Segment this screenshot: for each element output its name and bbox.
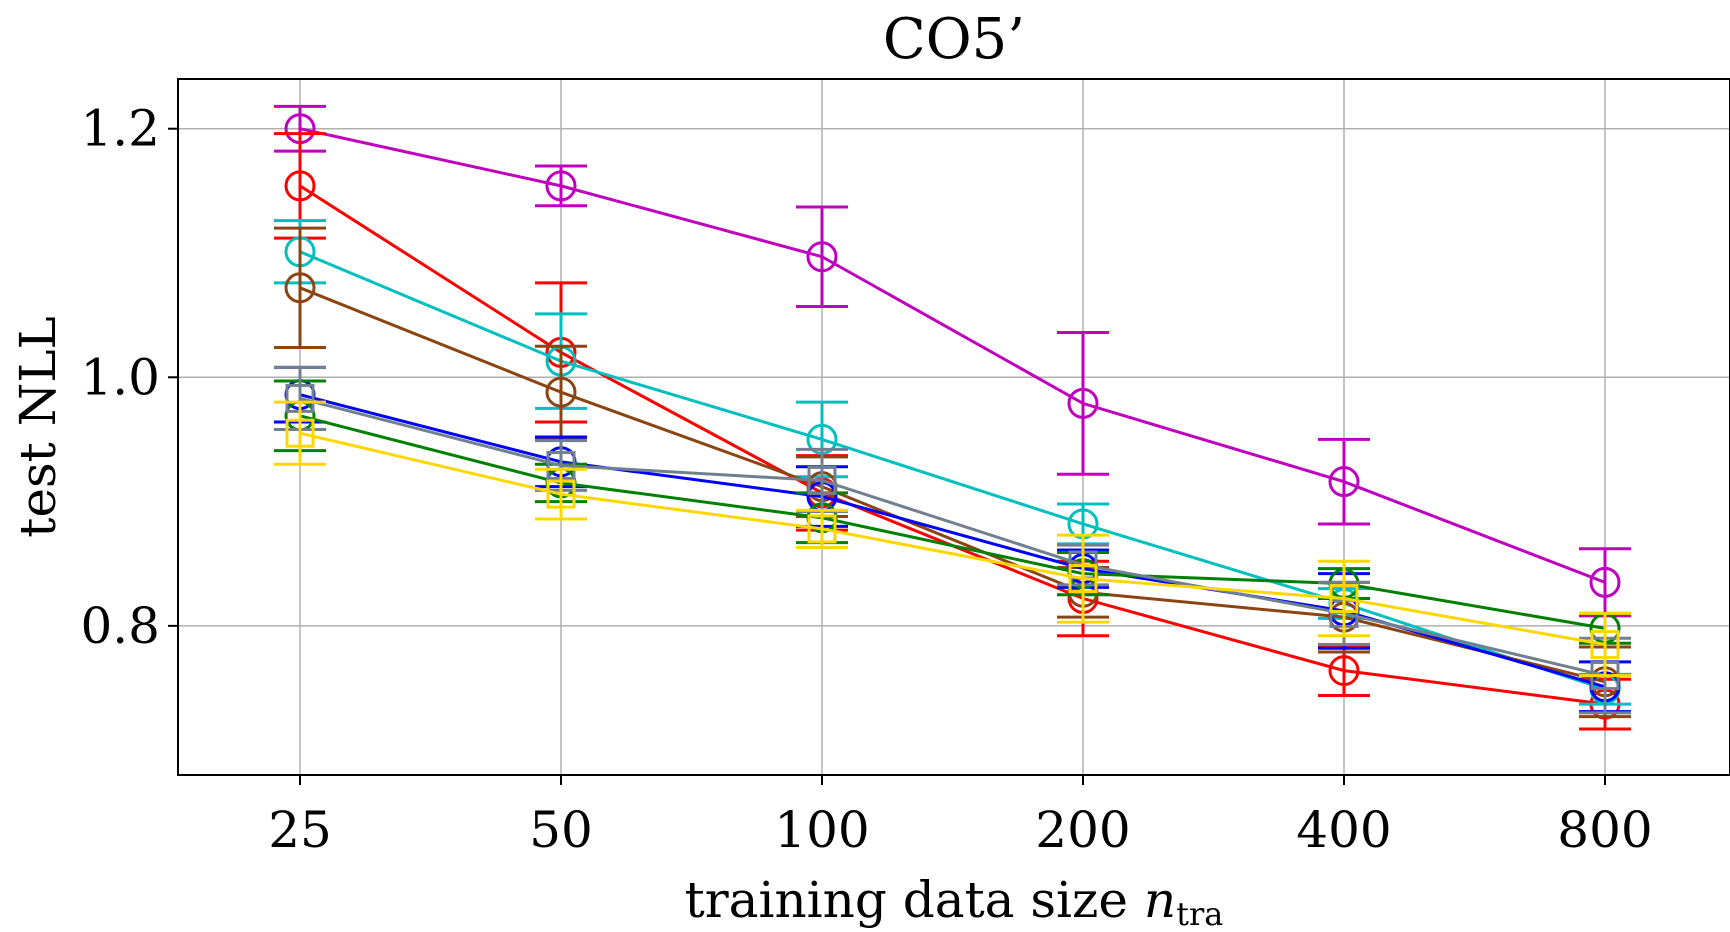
x-tick-label: 50 <box>529 801 593 859</box>
y-tick-label: 1.0 <box>80 348 160 406</box>
x-tick-label: 100 <box>774 801 869 859</box>
series-line <box>299 431 1606 646</box>
series-line <box>299 250 1606 691</box>
x-tick-label: 400 <box>1296 801 1391 859</box>
data-point-circle <box>284 272 316 304</box>
y-tick-label: 1.2 <box>80 100 160 158</box>
x-tick-label: 800 <box>1557 801 1652 859</box>
data-point-circle <box>545 376 577 408</box>
data-point-circle <box>545 170 577 202</box>
series-brown-circle <box>274 226 1631 719</box>
series-line <box>299 127 1606 584</box>
data-point-square <box>1329 584 1359 614</box>
plot-frame <box>177 78 1730 776</box>
data-point-circle <box>806 241 838 273</box>
data-point-square <box>1068 564 1098 594</box>
x-tick-label: 25 <box>268 801 332 859</box>
series-line <box>299 396 1606 678</box>
y-tick-label: 0.8 <box>80 597 160 655</box>
data-point-circle <box>1328 655 1360 687</box>
data-point-square <box>285 418 315 448</box>
series-red-circle <box>274 132 1631 731</box>
x-axis-label-sub: tra <box>1176 895 1223 932</box>
data-point-circle <box>1328 466 1360 498</box>
chart-title: CO5’ <box>883 7 1025 72</box>
x-tick-label: 200 <box>1035 801 1130 859</box>
data-point-square <box>1590 630 1620 659</box>
data-point-square <box>546 479 576 509</box>
x-axis-label: training data size ntra <box>685 871 1224 932</box>
series-line <box>299 414 1606 630</box>
data-point-circle <box>1589 566 1621 598</box>
series-layer <box>274 104 1631 731</box>
data-point-circle <box>284 170 316 202</box>
x-axis-label-text: training data size <box>685 871 1128 929</box>
series-line <box>299 286 1606 684</box>
data-point-circle <box>1067 387 1099 419</box>
y-axis-label: test NLL <box>9 316 67 537</box>
x-axis-label-var: n <box>1144 871 1176 929</box>
series-green-circle <box>274 379 1631 645</box>
series-gold-square <box>274 400 1631 678</box>
tick-layer: 25 50 100 200 400 800 0.8 1.0 1.2 <box>80 100 1652 859</box>
x-axis-label-space <box>1128 871 1144 929</box>
data-point-square <box>807 514 837 544</box>
data-point-square <box>807 465 837 495</box>
